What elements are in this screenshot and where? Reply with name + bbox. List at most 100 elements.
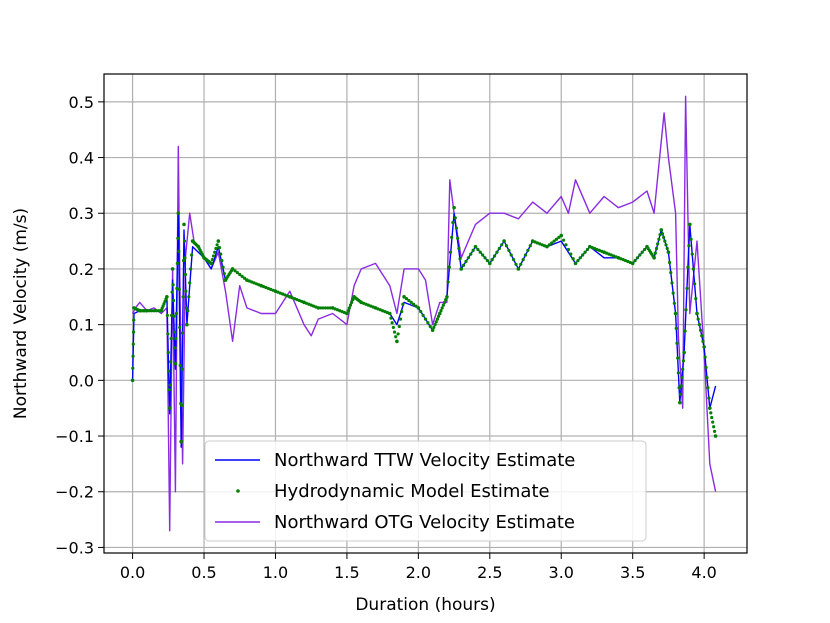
data-point-fill: [507, 248, 511, 252]
data-point-fill: [446, 280, 450, 284]
y-tick-label: 0.0: [69, 371, 94, 390]
data-point-fill: [492, 254, 497, 258]
data-point-fill: [409, 300, 413, 304]
data-point-fill: [514, 262, 518, 266]
data-point-fill: [706, 386, 710, 390]
data-point-fill: [174, 336, 178, 341]
data-point: [682, 350, 686, 355]
data-point-fill: [371, 305, 375, 309]
data-point-fill: [509, 253, 513, 257]
data-point-fill: [481, 253, 485, 257]
data-point-fill: [172, 314, 176, 318]
data-point-fill: [453, 216, 457, 220]
data-point-fill: [687, 244, 691, 248]
data-point-fill: [180, 403, 184, 408]
data-point-fill: [676, 356, 680, 360]
data-point-fill: [219, 252, 223, 256]
data-point-fill: [685, 286, 689, 291]
data-point-fill: [635, 256, 640, 260]
y-tick-label: −0.1: [55, 427, 94, 446]
data-point-fill: [131, 366, 135, 370]
data-point-fill: [347, 306, 351, 310]
x-axis-label: Duration (hours): [355, 595, 495, 615]
data-point-fill: [397, 324, 401, 329]
data-point-fill: [183, 272, 188, 277]
data-point-fill: [600, 249, 604, 253]
data-point-fill: [521, 258, 525, 262]
data-point-fill: [169, 360, 173, 364]
data-point: [516, 267, 521, 271]
data-point-fill: [585, 247, 590, 252]
data-point-fill: [221, 265, 225, 269]
data-point-fill: [638, 253, 642, 257]
data-point-fill: [271, 288, 275, 292]
data-point-fill: [423, 317, 428, 321]
data-point: [437, 311, 442, 316]
y-tick-label: 0.5: [69, 93, 94, 112]
data-point-fill: [211, 254, 216, 258]
data-point-fill: [433, 323, 437, 327]
y-tick-label: 0.1: [69, 316, 94, 335]
data-point: [673, 311, 678, 316]
data-point-fill: [201, 254, 205, 258]
data-point-fill: [469, 252, 473, 256]
data-point-fill: [679, 384, 683, 388]
data-point-fill: [177, 287, 181, 291]
data-point-fill: [671, 291, 675, 295]
data-point-fill: [220, 258, 224, 263]
data-point-fill: [677, 386, 681, 390]
data-point-fill: [174, 311, 178, 316]
data-point-fill: [208, 260, 212, 265]
data-point-fill: [321, 306, 325, 310]
data-point: [176, 211, 181, 216]
data-point: [452, 205, 456, 210]
data-point-fill: [210, 258, 214, 262]
data-point-fill: [442, 300, 447, 304]
axis-ticks: 0.0 0.5 1.0 1.5 2.0 2.5 3.0 3.5 4.0 −0.3 −0.2 −0.1 0…: [55, 93, 717, 582]
data-point-fill: [657, 237, 661, 241]
data-point-fill: [131, 330, 136, 334]
data-point-fill: [222, 271, 226, 276]
data-point-fill: [441, 303, 445, 307]
legend-label: Northward OTG Velocity Estimate: [274, 512, 575, 533]
data-point-fill: [171, 298, 176, 303]
data-point-fill: [504, 244, 509, 248]
data-point-fill: [689, 237, 693, 241]
data-point-fill: [450, 235, 454, 239]
data-point-fill: [358, 299, 362, 304]
data-point-fill: [394, 335, 398, 339]
data-point: [216, 239, 221, 243]
data-point-fill: [170, 290, 174, 294]
data-point-fill: [389, 316, 393, 320]
data-point-fill: [257, 283, 261, 287]
data-point-fill: [398, 317, 403, 321]
data-point-fill: [676, 371, 681, 375]
data-point-fill: [691, 267, 696, 271]
data-point-fill: [569, 252, 573, 256]
data-point-fill: [713, 429, 717, 433]
data-point-fill: [633, 258, 637, 263]
data-point-fill: [444, 297, 448, 302]
data-point-fill: [348, 303, 353, 307]
data-point: [678, 400, 682, 405]
data-point-fill: [214, 246, 218, 251]
data-point-fill: [686, 265, 690, 269]
data-point-fill: [421, 313, 425, 317]
data-point-fill: [458, 257, 462, 261]
data-point-fill: [391, 325, 395, 330]
data-point-fill: [583, 250, 587, 254]
data-point-fill: [419, 310, 423, 314]
data-point-fill: [186, 309, 190, 313]
data-point-fill: [519, 262, 523, 266]
data-point-fill: [180, 331, 185, 335]
y-tick-label: 0.4: [69, 149, 94, 168]
data-point-fill: [485, 258, 490, 263]
data-point-fill: [690, 252, 694, 256]
data-point: [695, 311, 699, 316]
data-point-fill: [411, 302, 416, 306]
data-point-fill: [154, 309, 158, 313]
data-point-fill: [466, 256, 470, 260]
data-point-fill: [150, 309, 154, 313]
data-point-fill: [180, 367, 184, 371]
data-point-fill: [238, 272, 242, 277]
